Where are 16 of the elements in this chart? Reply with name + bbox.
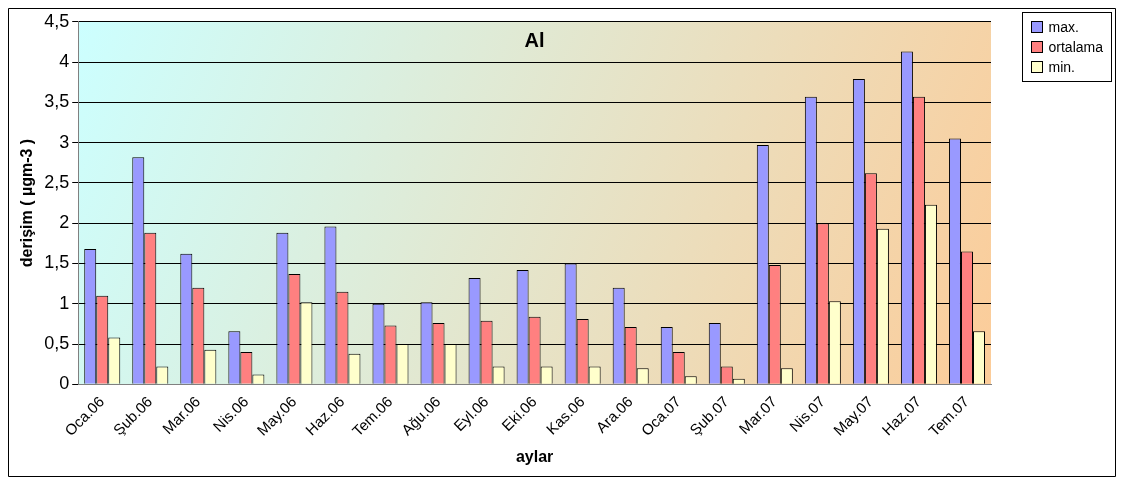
y-tick-label: 2,5: [44, 171, 70, 192]
y-tick-label: 3: [59, 131, 70, 152]
y-tick-label: 0,5: [44, 332, 70, 353]
y-tick-label: 1,5: [44, 252, 70, 273]
y-tick-label: 4,5: [44, 10, 70, 31]
y-tick-label: 0: [59, 373, 70, 394]
x-axis-title: aylar: [515, 447, 554, 465]
y-tick-label: 4: [59, 51, 70, 72]
text: max.: [1048, 18, 1079, 37]
legend-label: ortalama: [1048, 38, 1103, 57]
y-tick-label: 2: [59, 212, 70, 233]
chart-title: Al: [524, 29, 545, 52]
y-tick-label: 3,5: [44, 91, 70, 112]
legend-label: min.: [1048, 58, 1075, 77]
y-axis-title: derişim ( µgm-3 ): [18, 138, 36, 268]
y-tick-label: 1: [59, 292, 70, 313]
